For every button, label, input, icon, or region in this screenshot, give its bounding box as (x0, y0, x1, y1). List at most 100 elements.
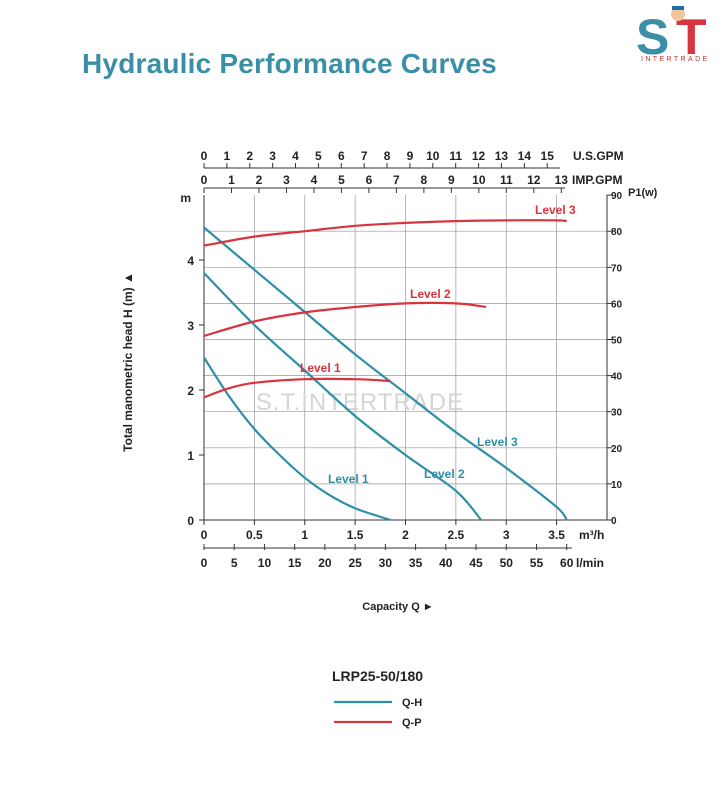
head-tick-label: 2 (187, 384, 194, 398)
lmin-tick-label: 40 (439, 556, 453, 570)
usgpm-tick-label: 14 (518, 149, 532, 163)
m3h-tick-label: 2.5 (448, 528, 465, 542)
impgpm-tick-label: 10 (472, 173, 486, 187)
impgpm-tick-label: 3 (283, 173, 290, 187)
legend-model: LRP25-50/180 (332, 668, 423, 684)
m3h-tick-label: 2 (402, 528, 409, 542)
lmin-tick-label: 20 (318, 556, 332, 570)
lmin-tick-label: 30 (379, 556, 393, 570)
usgpm-tick-label: 0 (201, 149, 208, 163)
power-tick-label: 60 (611, 299, 623, 310)
usgpm-tick-label: 3 (269, 149, 276, 163)
impgpm-tick-label: 11 (500, 173, 513, 187)
power-tick-label: 20 (611, 444, 623, 455)
head-tick-label: 4 (187, 254, 194, 268)
lmin-tick-label: 50 (500, 556, 514, 570)
mascot-helmet (672, 6, 684, 10)
brand-name: INTERTRADE (641, 56, 710, 63)
qh-curve-level-2 (203, 272, 482, 521)
logo-letter-s: S (636, 9, 669, 65)
mascot-head (671, 7, 685, 21)
qp-label-level-1: Level 1 (300, 361, 341, 375)
usgpm-tick-label: 8 (384, 149, 391, 163)
impgpm-unit: IMP.GPM (572, 173, 622, 187)
qp-label-level-2: Level 2 (410, 287, 451, 301)
series-lines (203, 219, 568, 522)
x-axis-title: Capacity Q ► (362, 601, 433, 613)
lmin-tick-label: 0 (201, 556, 208, 570)
impgpm-tick-label: 6 (366, 173, 373, 187)
usgpm-tick-label: 9 (407, 149, 414, 163)
m3h-tick-label: 3 (503, 528, 510, 542)
usgpm-tick-label: 2 (246, 149, 253, 163)
qp-label-level-3: Level 3 (535, 203, 576, 217)
impgpm-tick-label: 9 (448, 173, 455, 187)
legend-label-q-h: Q-H (402, 697, 422, 709)
qh-curve-level-1 (203, 356, 391, 522)
power-tick-label: 90 (611, 191, 623, 202)
power-tick-label: 50 (611, 336, 623, 347)
head-unit: m (180, 191, 191, 205)
lmin-tick-label: 25 (348, 556, 362, 570)
impgpm-tick-label: 13 (555, 173, 569, 187)
impgpm-tick-label: 8 (421, 173, 428, 187)
lmin-tick-label: 45 (469, 556, 483, 570)
m3h-unit: m³/h (579, 528, 604, 542)
legend-label-q-p: Q-P (402, 717, 422, 729)
lmin-tick-label: 15 (288, 556, 302, 570)
m3h-tick-label: 0.5 (246, 528, 263, 542)
qh-curve-level-3 (203, 226, 568, 521)
power-tick-label: 0 (611, 516, 617, 527)
usgpm-tick-label: 1 (224, 149, 231, 163)
m3h-tick-label: 0 (201, 528, 208, 542)
lmin-tick-label: 35 (409, 556, 423, 570)
head-tick-label: 0 (187, 514, 194, 528)
usgpm-tick-label: 15 (541, 149, 555, 163)
brand-logo: S T (636, 6, 707, 65)
impgpm-tick-label: 12 (527, 173, 541, 187)
page-title: Hydraulic Performance Curves (82, 48, 497, 79)
impgpm-tick-label: 0 (201, 173, 208, 187)
qp-curve-level-2 (203, 301, 487, 337)
impgpm-tick-label: 4 (311, 173, 318, 187)
lmin-tick-label: 55 (530, 556, 544, 570)
lmin-tick-label: 60 (560, 556, 574, 570)
y-axis-title: Total manometric head H (m) ▲ (121, 272, 135, 452)
head-tick-label: 3 (187, 319, 194, 333)
head-tick-label: 1 (187, 449, 194, 463)
lmin-unit: l/min (576, 556, 604, 570)
m3h-tick-label: 1 (301, 528, 308, 542)
impgpm-tick-label: 1 (228, 173, 235, 187)
usgpm-tick-label: 12 (472, 149, 486, 163)
lmin-tick-label: 10 (258, 556, 272, 570)
legend: LRP25-50/180 Q-H Q-P (332, 668, 423, 729)
lmin-tick-label: 5 (231, 556, 238, 570)
m3h-tick-label: 3.5 (548, 528, 565, 542)
power-tick-label: 40 (611, 372, 623, 383)
usgpm-tick-label: 6 (338, 149, 345, 163)
qp-curve-level-1 (203, 377, 391, 399)
usgpm-tick-label: 10 (426, 149, 440, 163)
usgpm-tick-label: 5 (315, 149, 322, 163)
qp-curve-level-3 (203, 219, 567, 247)
qh-label-level-1: Level 1 (328, 472, 369, 486)
impgpm-tick-label: 2 (256, 173, 263, 187)
usgpm-tick-label: 7 (361, 149, 368, 163)
power-tick-label: 10 (611, 480, 623, 491)
usgpm-tick-label: 11 (449, 149, 462, 163)
usgpm-tick-label: 4 (292, 149, 299, 163)
impgpm-tick-label: 5 (338, 173, 345, 187)
power-tick-label: 70 (611, 263, 623, 274)
usgpm-tick-label: 13 (495, 149, 509, 163)
usgpm-unit: U.S.GPM (573, 149, 624, 163)
power-tick-label: 30 (611, 408, 623, 419)
m3h-tick-label: 1.5 (347, 528, 364, 542)
power-tick-label: 80 (611, 227, 623, 238)
grid (204, 195, 607, 520)
impgpm-tick-label: 7 (393, 173, 400, 187)
qh-label-level-2: Level 2 (424, 467, 465, 481)
series-labels: Level 1 Level 2 Level 3 Level 1 Level 2 Level… (300, 203, 576, 486)
qh-label-level-3: Level 3 (477, 435, 518, 449)
